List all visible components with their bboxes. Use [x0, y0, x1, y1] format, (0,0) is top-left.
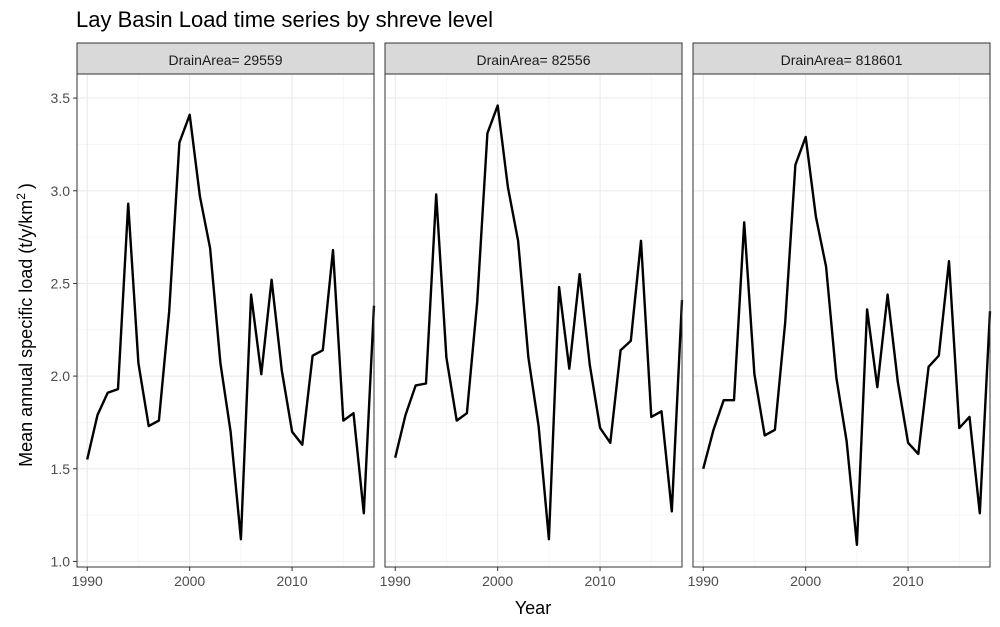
x-tick-label: 2010	[584, 573, 615, 589]
y-axis-title: Mean annual specific load (t/y/km2)	[14, 183, 36, 467]
x-axis-title: Year	[515, 598, 551, 618]
panel-3: DrainArea= 818601 1990 2000 2010	[688, 42, 992, 589]
x-tick-label: 2010	[892, 573, 923, 589]
facet-strip-label: DrainArea= 818601	[781, 52, 903, 68]
y-axis-title-end: )	[16, 183, 36, 189]
y-tick-label: 1.5	[51, 461, 71, 477]
y-tick-label: 2.5	[51, 275, 71, 291]
series-line	[394, 104, 684, 541]
facet-strip	[384, 42, 683, 75]
facet-strip	[76, 42, 375, 75]
panel-border	[692, 73, 991, 568]
y-tick-label: 3.5	[51, 90, 71, 106]
x-tick-label: 2000	[174, 573, 205, 589]
panel-2: DrainArea= 82556 1990 2000 2010	[380, 42, 684, 589]
facet-strip	[692, 42, 991, 75]
panel-1: DrainArea= 29559 1990 2000 2010 1.0 1.5 2.0 2.5…	[51, 42, 376, 589]
x-tick-label: 2000	[482, 573, 513, 589]
panels: DrainArea= 29559 1990 2000 2010 1.0 1.5 2.0 2.5…	[51, 42, 992, 589]
x-tick-label: 2000	[790, 573, 821, 589]
plot-background	[77, 74, 374, 567]
y-axis-title-superscript: 2	[14, 193, 28, 200]
panel-border	[384, 73, 683, 568]
series-line	[86, 113, 376, 541]
x-tick-label: 1990	[72, 573, 103, 589]
facet-strip-label: DrainArea= 29559	[168, 52, 282, 68]
x-tick-label: 1990	[688, 573, 719, 589]
panel-border	[76, 73, 375, 568]
x-tick-label: 1990	[380, 573, 411, 589]
plot-background	[693, 74, 990, 567]
y-axis-title-main: Mean annual specific load (t/y/km	[16, 200, 36, 467]
facet-strip-label: DrainArea= 82556	[476, 52, 590, 68]
x-tick-label: 2010	[276, 573, 307, 589]
chart-title: Lay Basin Load time series by shreve lev…	[76, 7, 493, 32]
y-tick-label: 1.0	[51, 553, 71, 569]
series-line	[702, 135, 992, 546]
y-tick-label: 3.0	[51, 183, 71, 199]
y-tick-label: 2.0	[51, 368, 71, 384]
